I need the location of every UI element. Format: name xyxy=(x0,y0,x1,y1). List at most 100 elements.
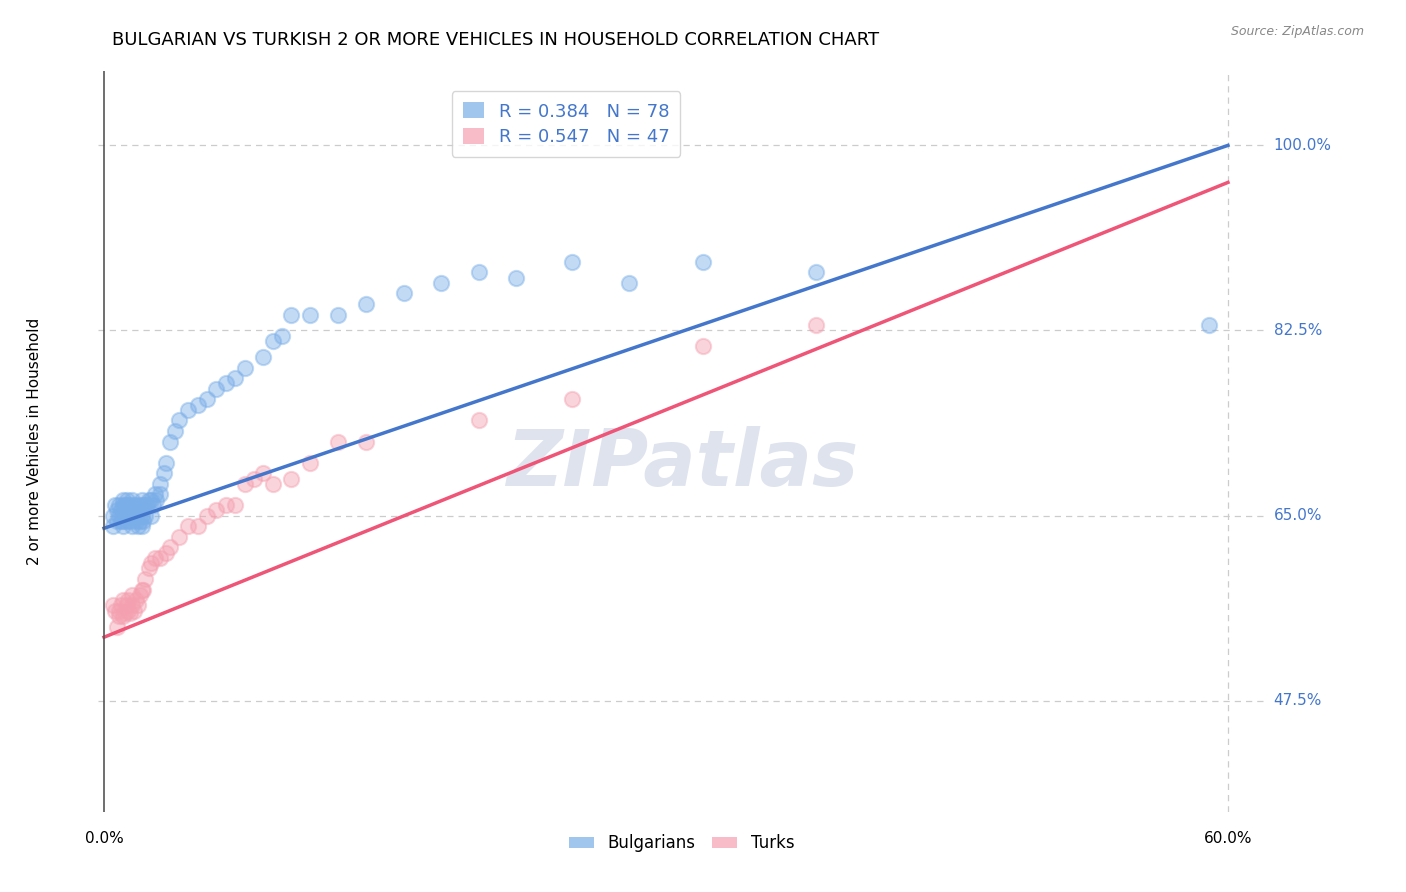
Point xyxy=(131,582,153,597)
Point xyxy=(117,503,139,517)
Point xyxy=(111,519,134,533)
Point xyxy=(115,492,138,507)
Text: Source: ZipAtlas.com: Source: ZipAtlas.com xyxy=(1230,25,1364,38)
Point xyxy=(392,286,415,301)
Point xyxy=(121,492,143,507)
Point xyxy=(561,392,583,407)
Text: 47.5%: 47.5% xyxy=(1274,693,1322,708)
Point xyxy=(195,392,218,407)
Point xyxy=(121,508,143,523)
Point xyxy=(132,498,155,512)
Point xyxy=(177,519,200,533)
Point xyxy=(155,545,177,560)
Point xyxy=(108,498,131,512)
Point xyxy=(195,508,218,523)
Point xyxy=(142,498,165,512)
Point xyxy=(115,503,138,517)
Point xyxy=(125,593,148,607)
Point xyxy=(138,492,160,507)
Point xyxy=(128,498,150,512)
Point xyxy=(205,503,228,517)
Point xyxy=(115,514,138,528)
Text: 2 or more Vehicles in Household: 2 or more Vehicles in Household xyxy=(27,318,42,566)
Point xyxy=(114,606,136,620)
Point xyxy=(125,514,148,528)
Point xyxy=(105,514,128,528)
Point xyxy=(262,476,284,491)
Point xyxy=(145,492,167,507)
Point xyxy=(110,514,132,528)
Text: 82.5%: 82.5% xyxy=(1274,323,1322,338)
Point xyxy=(127,519,149,533)
Point xyxy=(125,498,148,512)
Point xyxy=(120,514,142,528)
Point xyxy=(134,508,156,523)
Point xyxy=(328,434,350,449)
Point xyxy=(167,530,190,544)
Point xyxy=(110,599,132,613)
Point xyxy=(121,588,143,602)
Point xyxy=(139,492,162,507)
Point xyxy=(467,265,489,279)
Point xyxy=(111,609,134,624)
Point xyxy=(117,593,139,607)
Point xyxy=(356,434,378,449)
Point xyxy=(159,434,181,449)
Text: 100.0%: 100.0% xyxy=(1274,138,1331,153)
Point xyxy=(139,508,162,523)
Text: 60.0%: 60.0% xyxy=(1204,831,1253,847)
Point xyxy=(121,599,143,613)
Point xyxy=(167,413,190,427)
Point xyxy=(111,498,134,512)
Point xyxy=(299,308,322,322)
Point xyxy=(115,599,138,613)
Point xyxy=(105,503,128,517)
Point xyxy=(804,318,827,333)
Point xyxy=(1198,318,1220,333)
Point xyxy=(131,492,153,507)
Point xyxy=(143,487,166,501)
Point xyxy=(128,514,150,528)
Point xyxy=(138,561,160,575)
Point xyxy=(692,339,714,353)
Point xyxy=(224,371,246,385)
Point xyxy=(108,508,131,523)
Point xyxy=(280,471,302,485)
Point xyxy=(328,308,350,322)
Point xyxy=(103,599,125,613)
Point xyxy=(111,492,134,507)
Point xyxy=(155,456,177,470)
Point xyxy=(262,334,284,348)
Point xyxy=(105,619,128,633)
Point xyxy=(356,297,378,311)
Point xyxy=(177,402,200,417)
Point xyxy=(132,582,155,597)
Text: 0.0%: 0.0% xyxy=(84,831,124,847)
Point xyxy=(134,572,156,586)
Point xyxy=(128,588,150,602)
Point xyxy=(143,550,166,565)
Point xyxy=(149,487,172,501)
Point xyxy=(122,604,145,618)
Point xyxy=(121,519,143,533)
Point xyxy=(149,550,172,565)
Point xyxy=(187,397,209,411)
Point xyxy=(104,498,127,512)
Point xyxy=(111,593,134,607)
Point xyxy=(252,350,274,364)
Point xyxy=(233,476,256,491)
Legend: Bulgarians, Turks: Bulgarians, Turks xyxy=(562,828,801,859)
Point xyxy=(122,498,145,512)
Point xyxy=(103,519,125,533)
Point xyxy=(103,508,125,523)
Point xyxy=(561,254,583,268)
Point xyxy=(252,467,274,481)
Point xyxy=(224,498,246,512)
Point xyxy=(134,498,156,512)
Point xyxy=(108,604,131,618)
Point xyxy=(187,519,209,533)
Text: BULGARIAN VS TURKISH 2 OR MORE VEHICLES IN HOUSEHOLD CORRELATION CHART: BULGARIAN VS TURKISH 2 OR MORE VEHICLES … xyxy=(112,31,880,49)
Point xyxy=(159,541,181,555)
Point xyxy=(299,456,322,470)
Point xyxy=(804,265,827,279)
